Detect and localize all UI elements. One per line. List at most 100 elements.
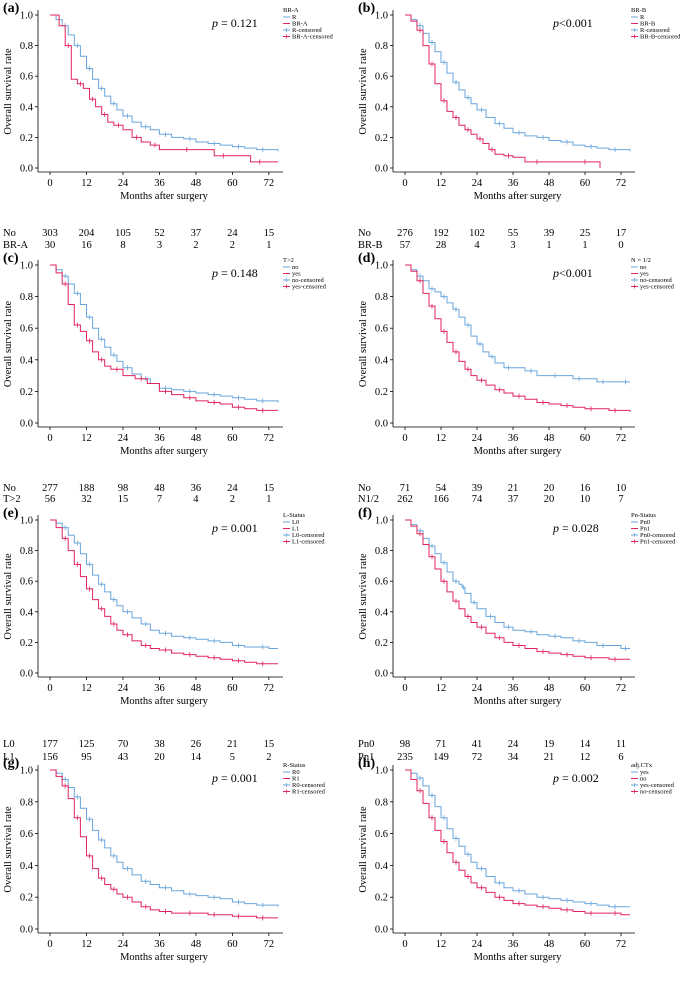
y-tick-label: 0.8 — [20, 546, 33, 557]
y-tick-label: 1.0 — [20, 11, 33, 22]
p-value: p = 0.148 — [211, 266, 258, 280]
y-tick-label: 0.6 — [375, 324, 388, 335]
risk-count: 188 — [79, 483, 95, 494]
p-value-symbol: p — [211, 266, 218, 280]
legend-entry: no-censored — [292, 277, 325, 284]
risk-count: 70 — [118, 739, 129, 750]
risk-count: 19 — [544, 739, 555, 750]
legend-entry: no — [640, 776, 647, 783]
risk-count: 10 — [580, 494, 591, 505]
km-panel-b: (b) 0.0 0.2 0.4 0.6 0.8 1.0 0 12 24 36 48 60 72 Months… — [358, 1, 681, 251]
x-tick-label: 0 — [47, 178, 52, 189]
y-tick-label: 0.2 — [375, 893, 388, 904]
x-tick-label: 24 — [118, 178, 129, 189]
risk-count: 24 — [227, 228, 238, 239]
y-tick-label: 0.8 — [375, 797, 388, 808]
legend-entry: BR-B-censored — [640, 34, 681, 41]
risk-count: 303 — [42, 228, 58, 239]
panel-letter: (f) — [358, 506, 372, 521]
survival-curve-group1 — [405, 264, 630, 383]
risk-row-label: No — [358, 483, 371, 494]
x-tick-label: 48 — [191, 939, 202, 950]
km-panel-f: (f) 0.0 0.2 0.4 0.6 0.8 1.0 0 12 24 36 48 60 72 Months… — [358, 506, 676, 763]
legend-title: BR-A — [283, 7, 299, 14]
risk-count: 20 — [544, 494, 555, 505]
risk-count: 125 — [79, 739, 95, 750]
x-tick-label: 36 — [508, 939, 519, 950]
x-tick-label: 36 — [154, 939, 165, 950]
y-tick-label: 1.0 — [20, 766, 33, 777]
x-tick-label: 12 — [436, 178, 447, 189]
y-tick-label: 0.0 — [20, 419, 33, 430]
risk-count: 3 — [157, 240, 162, 251]
y-tick-label: 0.0 — [375, 419, 388, 430]
y-tick-label: 0.0 — [375, 925, 388, 936]
risk-count: 57 — [400, 240, 411, 251]
survival-curve-group2 — [405, 14, 601, 168]
p-value-symbol: p — [552, 266, 559, 280]
survival-curve-group1 — [405, 769, 630, 908]
p-value: p = 0.001 — [211, 521, 258, 535]
y-tick-label: 0.2 — [375, 638, 388, 649]
x-tick-label: 60 — [227, 433, 238, 444]
legend-entry: R1-censored — [292, 789, 326, 796]
y-tick-label: 0.2 — [375, 387, 388, 398]
x-axis-title: Months after surgery — [474, 446, 563, 457]
risk-count: 39 — [472, 483, 483, 494]
risk-count: 15 — [264, 228, 275, 239]
risk-count: 2 — [230, 240, 235, 251]
y-tick-label: 0.6 — [375, 72, 388, 83]
risk-count: 1 — [546, 240, 551, 251]
risk-count: 149 — [433, 752, 449, 763]
x-tick-label: 60 — [227, 683, 238, 694]
risk-count: 105 — [115, 228, 131, 239]
survival-curve-group2 — [50, 14, 278, 163]
x-tick-label: 72 — [616, 433, 627, 444]
risk-count: 276 — [397, 228, 413, 239]
y-axis-title: Overall survival rate — [358, 48, 369, 135]
y-axis-title: Overall survival rate — [3, 806, 14, 893]
panel-letter: (a) — [3, 1, 20, 16]
risk-count: 5 — [230, 752, 235, 763]
risk-count: 14 — [580, 739, 591, 750]
x-tick-label: 72 — [616, 178, 627, 189]
legend-title: N = 1/2 — [631, 257, 651, 264]
legend-entry: Pn1-censored — [640, 539, 676, 546]
y-tick-label: 0.0 — [20, 669, 33, 680]
risk-count: 37 — [508, 494, 519, 505]
p-value: p = 0.001 — [211, 771, 258, 785]
risk-count: 2 — [266, 752, 271, 763]
p-value-symbol: p — [211, 16, 218, 30]
risk-count: 20 — [544, 483, 555, 494]
x-tick-label: 0 — [402, 939, 407, 950]
risk-count: 71 — [400, 483, 411, 494]
y-tick-label: 0.2 — [20, 387, 33, 398]
risk-row-label: BR-A — [3, 240, 29, 251]
survival-curve-group2 — [405, 264, 631, 412]
x-tick-label: 60 — [227, 178, 238, 189]
y-tick-label: 0.4 — [20, 607, 34, 618]
y-tick-label: 0.4 — [375, 355, 389, 366]
p-value-number: = 0.121 — [218, 16, 258, 30]
risk-count: 30 — [45, 240, 56, 251]
p-value: p = 0.121 — [211, 16, 258, 30]
risk-count: 4 — [193, 494, 199, 505]
risk-count: 0 — [618, 240, 623, 251]
risk-count: 192 — [433, 228, 449, 239]
p-value-symbol: p — [211, 521, 218, 535]
risk-row-label: Pn0 — [358, 739, 374, 750]
legend-entry: R1 — [292, 776, 300, 783]
risk-row-label: T>2 — [3, 494, 21, 505]
y-tick-label: 0.2 — [20, 893, 33, 904]
p-value-number: = 0.148 — [218, 266, 258, 280]
risk-count: 52 — [154, 228, 165, 239]
x-tick-label: 12 — [436, 433, 447, 444]
risk-row-label: BR-B — [358, 240, 383, 251]
risk-row-label: L1 — [3, 752, 15, 763]
y-tick-label: 0.0 — [375, 164, 388, 175]
risk-count: 24 — [227, 483, 238, 494]
x-tick-label: 0 — [47, 683, 52, 694]
risk-count: 71 — [436, 739, 447, 750]
x-tick-label: 72 — [616, 939, 627, 950]
legend-entry: L0 — [292, 519, 299, 526]
